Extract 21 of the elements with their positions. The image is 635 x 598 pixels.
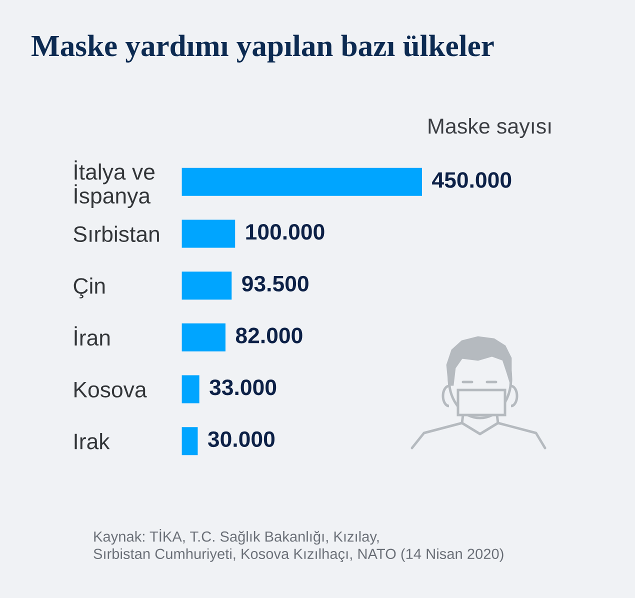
bar bbox=[182, 427, 198, 456]
data-label: 33.000 bbox=[210, 379, 276, 396]
data-label: 82.000 bbox=[236, 328, 302, 344]
y-tick-label: Kosova bbox=[74, 382, 147, 398]
text: Kaynak: TİKA, T.C. Sağlık Bakanlığı, Kızılay, Sırbistan Cumhuriyeti, Kosova Kızılhaçı, NATO (14 Nisan 2020) bbox=[94, 529, 504, 562]
data-label: 100.000 bbox=[246, 224, 324, 240]
y-tick-label: Sırbistan bbox=[74, 226, 159, 242]
bar bbox=[182, 220, 236, 248]
data-label: 93.500 bbox=[242, 276, 308, 292]
x-axis-title: Maske sayısı bbox=[428, 118, 551, 138]
data-label: 450.000 bbox=[432, 172, 512, 188]
y-tick-label: Irak bbox=[74, 433, 110, 450]
bar bbox=[182, 323, 226, 352]
y-tick-label: Çin bbox=[74, 278, 105, 298]
y-tick-label: İran bbox=[74, 326, 110, 346]
bar bbox=[182, 272, 232, 300]
bar bbox=[182, 375, 200, 404]
chart-title: Maske yardımı yapılan bazı ülkeler bbox=[32, 34, 494, 63]
data-label: 30.000 bbox=[208, 431, 274, 448]
y-tick-label: İtalya ve İspanya bbox=[74, 160, 154, 208]
bar bbox=[182, 168, 422, 196]
